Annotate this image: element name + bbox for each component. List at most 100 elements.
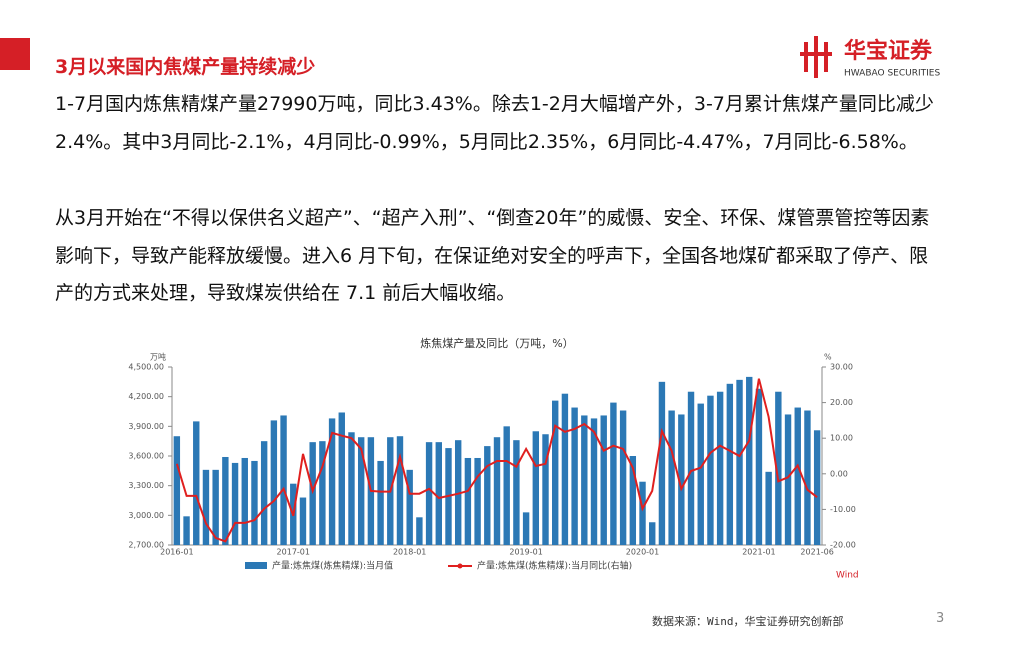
bar [270,420,278,545]
bar [241,457,248,545]
bar [804,410,811,545]
x-tick-label: 2017-01 [277,548,310,557]
logo-en: HWABAO SECURITIES [844,69,940,79]
bar [746,376,753,545]
y-tick-label: 3,000.00 [128,511,164,520]
legend-label: 产量:炼焦煤(炼焦精煤):当月同比(右轴) [477,560,632,572]
y2-tick-label: -20.00 [830,541,856,550]
bar [513,440,520,545]
page-number: 3 [936,611,945,626]
bar [552,400,559,545]
bar [484,446,491,545]
bar [396,436,404,545]
bar [687,391,695,545]
bar [503,426,510,545]
y2-tick-label: 20.00 [830,398,853,407]
y-tick-label: 3,900.00 [128,422,164,431]
y-tick-label: 4,200.00 [128,392,164,401]
bar [561,393,569,545]
y2-tick-label: -10.00 [830,505,856,514]
x-tick-label: 2021-06 [800,548,833,557]
bar [813,430,821,545]
bar [425,442,433,545]
bar [435,442,442,545]
bar [775,391,782,545]
bar [454,440,462,545]
bar [707,395,714,545]
bar [649,522,656,545]
bar [280,415,287,545]
bar [784,414,792,545]
logo-icon [804,42,808,72]
bar [222,456,229,545]
paragraph: 1-7月国内炼焦精煤产量27990万吨，同比3.43%。除去1-2月大幅增产外，… [55,93,934,153]
bar [581,415,588,545]
y-tick-label: 2,700.00 [128,541,164,550]
y-tick-label: 4,500.00 [128,363,164,372]
bar [726,383,734,545]
bar [173,436,181,545]
bar [299,497,307,545]
bar [493,437,501,545]
bar [765,471,772,545]
line [175,378,818,543]
bar [668,410,675,545]
bar [212,469,219,545]
bar [571,407,578,545]
bar [542,434,549,545]
bar [658,381,666,545]
slide-title: 3月以来国内焦煤产量持续减少 [55,56,316,78]
bar [639,481,646,545]
bar [202,469,210,545]
bar [522,512,530,545]
bar [328,418,336,545]
legend-label: 产量:炼焦煤(炼焦精煤):当月值 [272,560,393,572]
x-tick-label: 2021-01 [742,548,775,557]
bar [377,460,384,545]
bar [610,402,617,545]
x-tick-label: 2018-01 [393,548,426,557]
bar [348,432,355,545]
x-tick-label: 2019-01 [509,548,542,557]
bar [716,391,724,545]
bar [231,462,239,545]
bar [678,414,685,545]
bar [474,457,481,545]
y2-tick-label: 10.00 [830,434,853,443]
source: 数据来源：Wind，华宝证券研究创新部 [652,615,844,628]
y-tick-label: 3,300.00 [128,481,164,490]
legend-swatch [245,562,267,569]
y-unit: 万吨 [150,352,166,362]
bar [619,410,627,545]
logo-icon [800,52,832,56]
source-mark: Wind [836,571,859,581]
bar [532,431,540,545]
corner-mark [0,38,30,70]
bar [183,516,190,545]
x-tick-label: 2016-01 [160,548,193,557]
bar [357,437,365,545]
y2-tick-label: 30.00 [830,363,853,372]
paragraph: 从3月开始在“不得以保供名义超产”、“超产入刑”、“倒查20年”的威慑、安全、环… [55,207,930,304]
logo-icon [814,36,818,78]
bar [697,403,704,545]
chart-title: 炼焦煤产量及同比（万吨，%） [420,336,573,350]
chart: 炼焦煤产量及同比（万吨，%） 万吨 % 2,700.00 3,000.00 3,300.0… [128,336,859,581]
bar [260,441,268,545]
bar [736,379,743,545]
y2-unit: % [824,353,832,362]
bar [629,456,637,545]
legend-swatch [457,563,463,569]
bar [590,418,598,545]
logo-icon [824,42,828,72]
bar [251,460,258,545]
bar [338,412,345,545]
bar [755,388,763,545]
x-tick-label: 2020-01 [626,548,659,557]
bar [416,517,423,545]
y-tick-label: 3,600.00 [128,452,164,461]
logo: 华宝证券 HWABAO SECURITIES [800,36,940,79]
logo-cn: 华宝证券 [844,38,933,64]
bar [406,469,413,545]
